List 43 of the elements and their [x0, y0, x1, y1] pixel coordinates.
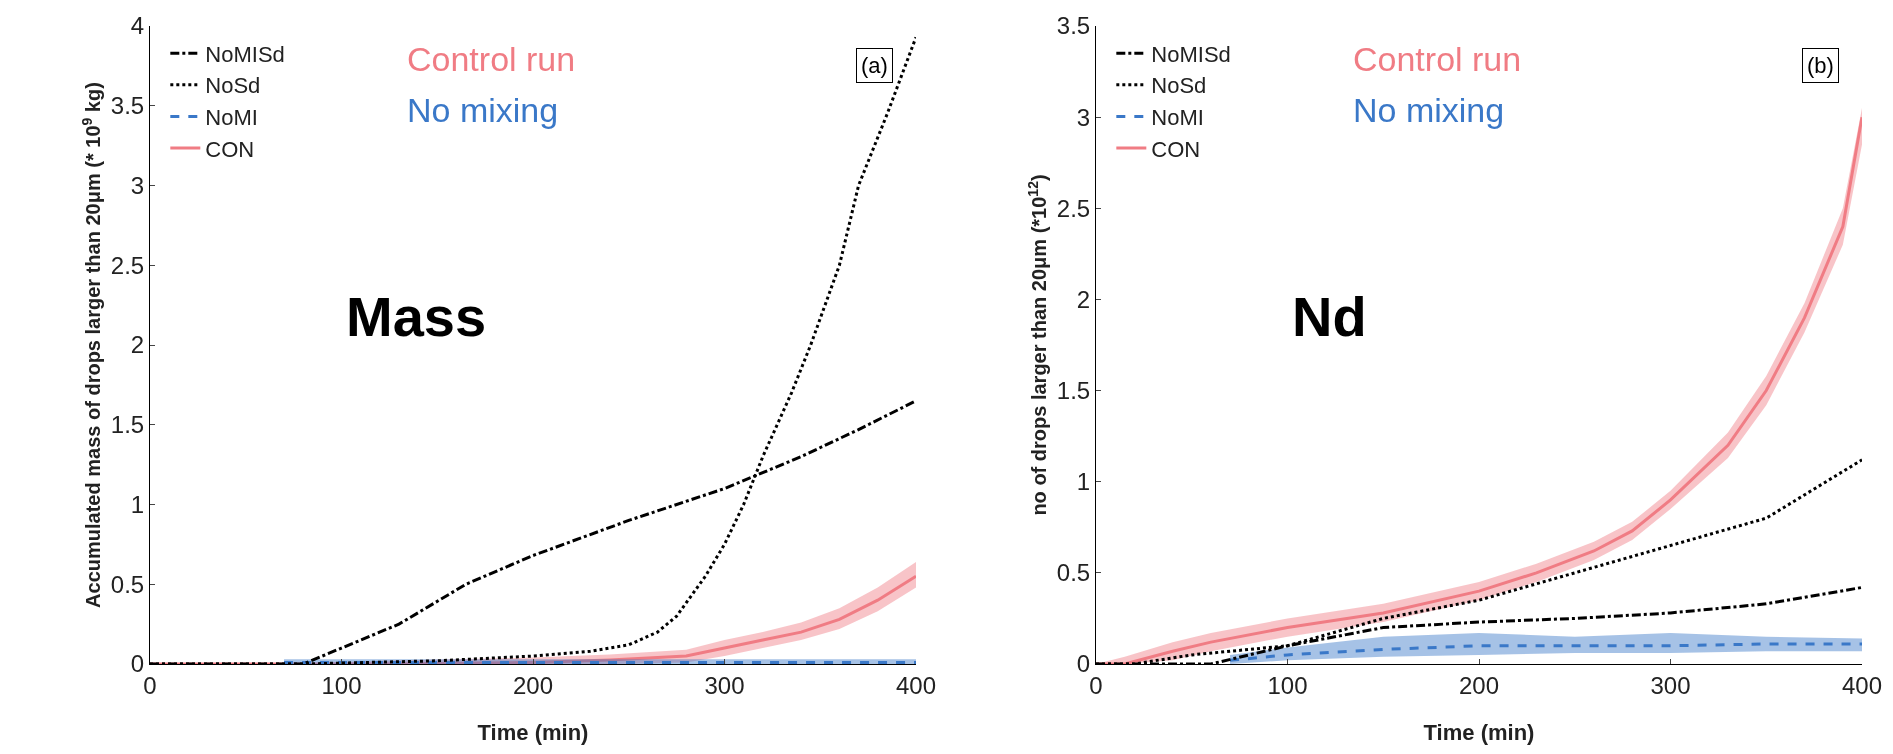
annotation: No mixing — [407, 91, 559, 129]
y-tick-label: 3.5 — [1056, 12, 1091, 40]
x-axis-title: Time (min) — [477, 720, 589, 745]
y-tick-label: 1.5 — [1056, 376, 1091, 404]
y-tick-label: 3 — [1076, 103, 1091, 131]
y-tick-label: 1 — [1076, 468, 1091, 496]
legend-label: NoMISd — [205, 41, 285, 67]
annotation: (a) — [861, 53, 888, 78]
annotation: Mass — [346, 285, 487, 348]
y-tick-label: 2.5 — [1056, 194, 1091, 222]
x-tick-label: 400 — [895, 671, 937, 699]
annotation: Control run — [407, 40, 576, 78]
x-tick-label: 200 — [1458, 671, 1500, 699]
annotation: (b) — [1807, 53, 1834, 78]
x-axis-title: Time (min) — [1423, 720, 1535, 745]
x-tick-label: 400 — [1841, 671, 1883, 699]
x-tick-label: 100 — [1267, 671, 1308, 699]
annotation: Nd — [1292, 285, 1367, 348]
y-tick-label: 0 — [1076, 650, 1091, 678]
x-tick-label: 300 — [1650, 671, 1691, 699]
y-tick-label: 0.5 — [110, 570, 145, 598]
y-tick-label: 2 — [130, 331, 145, 359]
legend-label: NoMI — [205, 104, 258, 130]
y-tick-label: 0.5 — [1056, 559, 1091, 587]
legend-label: NoSd — [1151, 73, 1207, 99]
x-tick-label: 300 — [704, 671, 745, 699]
legend-label: NoMISd — [1151, 41, 1231, 67]
legend-label: NoSd — [205, 73, 261, 99]
y-tick-label: 3.5 — [110, 92, 145, 120]
x-tick-label: 100 — [321, 671, 362, 699]
legend-label: NoMI — [1151, 104, 1204, 130]
y-tick-label: 4 — [130, 12, 145, 40]
y-tick-label: 2.5 — [110, 251, 145, 279]
y-tick-label: 1 — [130, 490, 145, 518]
y-tick-label: 1.5 — [110, 411, 145, 439]
x-tick-label: 200 — [512, 671, 554, 699]
y-tick-label: 2 — [1076, 285, 1091, 313]
y-tick-label: 0 — [130, 650, 145, 678]
y-tick-label: 3 — [130, 171, 145, 199]
annotation: Control run — [1353, 40, 1522, 78]
legend-label: CON — [1151, 136, 1201, 162]
annotation: No mixing — [1353, 91, 1505, 129]
legend-label: CON — [205, 136, 255, 162]
